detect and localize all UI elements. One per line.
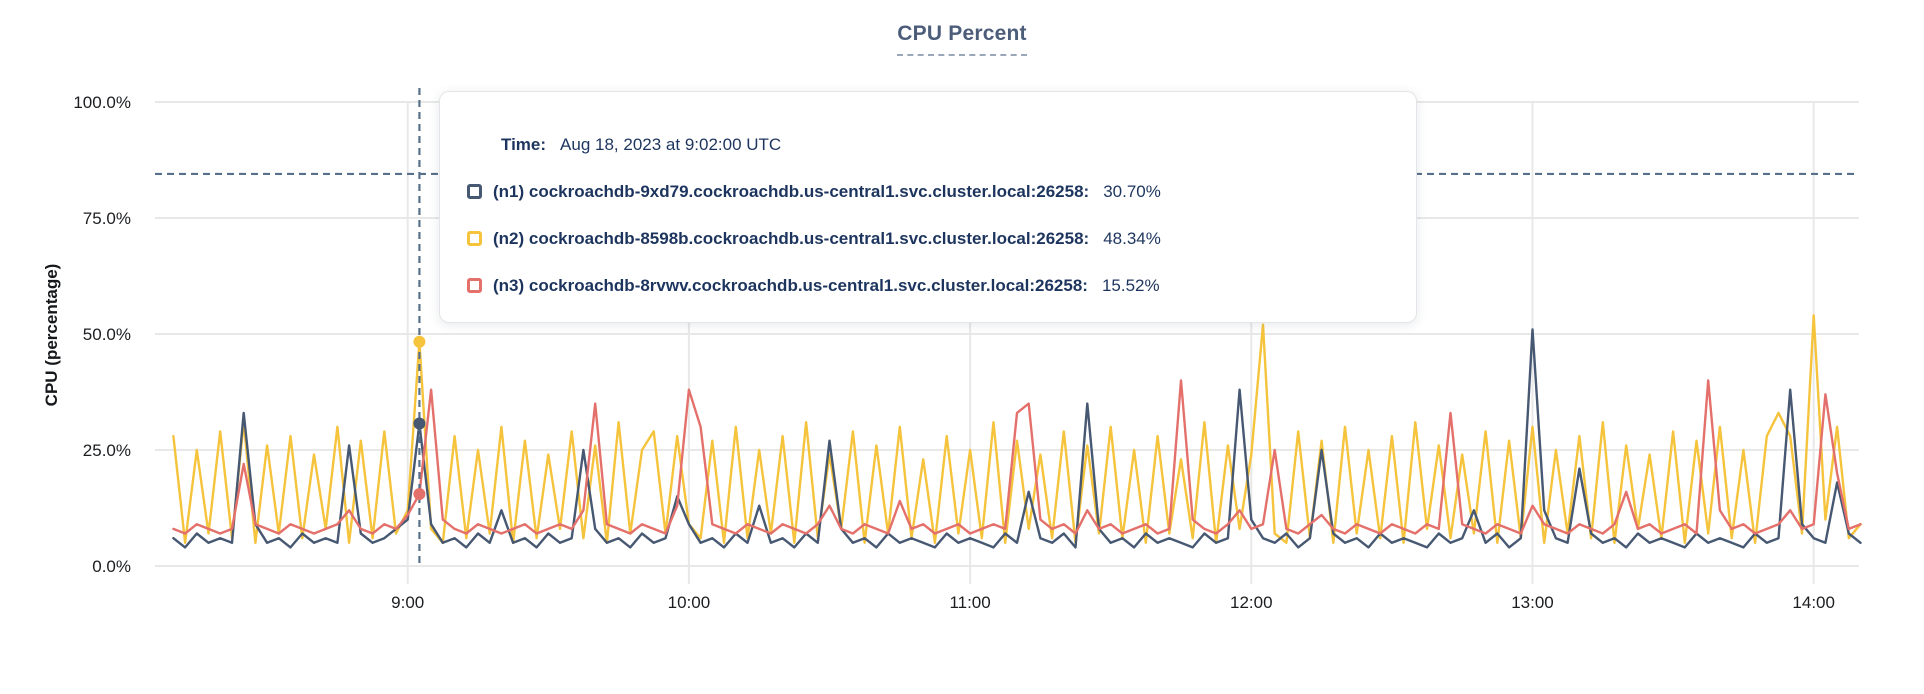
- series-n2-value: 48.34%: [1103, 229, 1161, 248]
- x-tick-labels: 9:00 10:00 11:00 12:00 13:00 14:00: [391, 593, 1835, 612]
- y-tick-label: 75.0%: [83, 209, 131, 228]
- series-n1-name: (n1) cockroachdb-9xd79.cockroachdb.us-ce…: [493, 182, 1090, 201]
- tooltip-series-row: (n3) cockroachdb-8rvwv.cockroachdb.us-ce…: [467, 275, 1396, 296]
- x-tick-label: 12:00: [1230, 593, 1273, 612]
- tooltip-time-label: Time:: [501, 135, 547, 154]
- y-tick-label: 25.0%: [83, 441, 131, 460]
- series-n1-value: 30.70%: [1103, 182, 1161, 201]
- x-tick-label: 13:00: [1511, 593, 1554, 612]
- y-tick-labels: 0.0% 25.0% 50.0% 75.0% 100.0%: [73, 93, 131, 576]
- tooltip-series-row: (n1) cockroachdb-9xd79.cockroachdb.us-ce…: [467, 181, 1396, 202]
- page-title[interactable]: CPU Percent: [0, 22, 1924, 56]
- x-tick-label: 9:00: [391, 593, 424, 612]
- tooltip-time-value: Aug 18, 2023 at 9:02:00 UTC: [560, 135, 782, 154]
- series-n1-swatch-icon: [467, 184, 482, 199]
- tooltip-time-row: Time: Aug 18, 2023 at 9:02:00 UTC: [501, 134, 1396, 155]
- y-tick-label: 50.0%: [83, 325, 131, 344]
- series-n3-value: 15.52%: [1101, 276, 1160, 295]
- x-tick-label: 14:00: [1792, 593, 1835, 612]
- series-n3-name: (n3) cockroachdb-8rvwv.cockroachdb.us-ce…: [493, 276, 1088, 295]
- chart-title-text[interactable]: CPU Percent: [897, 22, 1027, 56]
- series-line-n2: [172, 314, 1862, 544]
- chart-hover-tooltip: Time: Aug 18, 2023 at 9:02:00 UTC (n1) co…: [439, 91, 1417, 323]
- series-n2-swatch-icon: [467, 231, 482, 246]
- series-line-n1: [172, 328, 1862, 549]
- tooltip-series-row: (n2) cockroachdb-8598b.cockroachdb.us-ce…: [467, 228, 1396, 249]
- y-tick-label: 0.0%: [92, 557, 131, 576]
- x-tick-label: 11:00: [949, 593, 990, 612]
- hover-point-n1: [413, 417, 426, 430]
- y-tick-label: 100.0%: [73, 93, 131, 112]
- series-line-n3: [172, 379, 1862, 535]
- x-tick-label: 10:00: [668, 593, 711, 612]
- hover-point-n3: [413, 487, 426, 500]
- series-n2-name: (n2) cockroachdb-8598b.cockroachdb.us-ce…: [493, 229, 1090, 248]
- series-n3-swatch-icon: [467, 278, 482, 293]
- hover-point-n2: [413, 335, 426, 348]
